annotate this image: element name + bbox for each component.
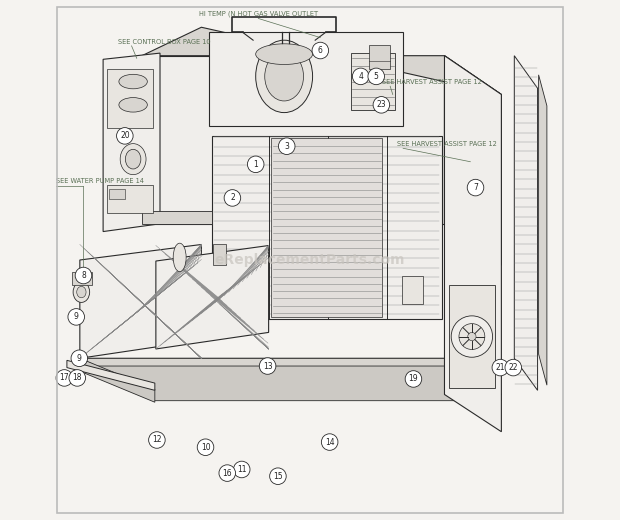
Polygon shape — [80, 244, 202, 358]
Circle shape — [234, 461, 250, 478]
Polygon shape — [142, 27, 502, 95]
Text: SEE HARVEST ASSIST PAGE 12: SEE HARVEST ASSIST PAGE 12 — [397, 141, 497, 147]
Text: SEE HARVEST ASSIST PAGE 12: SEE HARVEST ASSIST PAGE 12 — [383, 79, 482, 85]
Polygon shape — [445, 56, 502, 432]
Circle shape — [467, 179, 484, 196]
Text: 19: 19 — [409, 374, 419, 383]
Circle shape — [373, 97, 389, 113]
Text: 8: 8 — [81, 271, 86, 280]
Text: 15: 15 — [273, 472, 283, 480]
Text: 20: 20 — [120, 132, 130, 140]
Text: 13: 13 — [263, 361, 272, 371]
Circle shape — [224, 190, 241, 206]
Text: 12: 12 — [152, 435, 162, 445]
Ellipse shape — [125, 149, 141, 169]
Text: 3: 3 — [285, 142, 289, 151]
Text: 1: 1 — [254, 160, 258, 169]
Polygon shape — [103, 53, 160, 231]
Circle shape — [197, 439, 214, 456]
Text: HI TEMP (N HOT GAS VALVE OUTLET: HI TEMP (N HOT GAS VALVE OUTLET — [199, 11, 318, 17]
Text: 22: 22 — [508, 363, 518, 372]
Bar — [107, 69, 153, 128]
Circle shape — [368, 68, 384, 85]
Circle shape — [459, 323, 485, 349]
Circle shape — [278, 138, 295, 154]
Circle shape — [467, 332, 476, 341]
Circle shape — [312, 42, 329, 59]
Text: 23: 23 — [376, 100, 386, 109]
Text: 6: 6 — [318, 46, 323, 55]
Circle shape — [505, 359, 521, 376]
Text: 10: 10 — [201, 443, 210, 452]
Polygon shape — [271, 138, 383, 317]
Circle shape — [321, 434, 338, 450]
Text: 18: 18 — [73, 373, 82, 382]
Bar — [107, 185, 153, 213]
Text: eReplacementParts.com: eReplacementParts.com — [215, 253, 405, 267]
Ellipse shape — [255, 40, 312, 113]
Polygon shape — [80, 366, 502, 401]
Ellipse shape — [77, 287, 86, 298]
Polygon shape — [209, 32, 403, 125]
Circle shape — [219, 465, 236, 482]
Polygon shape — [80, 358, 502, 395]
Ellipse shape — [119, 98, 148, 112]
Polygon shape — [445, 56, 502, 265]
Circle shape — [68, 308, 84, 325]
Text: 2: 2 — [230, 193, 235, 202]
Ellipse shape — [265, 52, 304, 101]
Polygon shape — [142, 211, 211, 224]
Ellipse shape — [73, 282, 90, 303]
Circle shape — [259, 358, 276, 374]
Bar — [109, 189, 125, 199]
Text: 11: 11 — [237, 465, 247, 474]
Polygon shape — [67, 360, 155, 391]
Text: 21: 21 — [495, 363, 505, 372]
Text: 9: 9 — [77, 354, 82, 363]
Circle shape — [71, 350, 87, 367]
Polygon shape — [515, 56, 538, 391]
Circle shape — [117, 127, 133, 144]
Circle shape — [405, 371, 422, 387]
Text: 4: 4 — [358, 72, 363, 81]
Ellipse shape — [255, 44, 312, 64]
Circle shape — [149, 432, 165, 448]
Bar — [72, 272, 92, 285]
Circle shape — [56, 370, 73, 386]
Bar — [402, 276, 423, 304]
Text: SEE WATER PUMP PAGE 14: SEE WATER PUMP PAGE 14 — [56, 178, 143, 185]
Circle shape — [451, 316, 492, 357]
Circle shape — [352, 68, 369, 85]
Ellipse shape — [120, 144, 146, 175]
Bar — [449, 285, 495, 388]
Circle shape — [75, 267, 92, 284]
Text: 16: 16 — [223, 469, 232, 477]
Polygon shape — [80, 358, 155, 402]
Ellipse shape — [173, 243, 186, 271]
Text: 17: 17 — [60, 373, 69, 382]
Polygon shape — [539, 75, 547, 385]
Text: 5: 5 — [374, 72, 379, 81]
Bar — [213, 244, 226, 265]
Polygon shape — [211, 136, 442, 319]
Text: 7: 7 — [473, 183, 478, 192]
Text: 14: 14 — [325, 437, 334, 447]
Polygon shape — [156, 245, 268, 349]
Bar — [370, 45, 390, 69]
Circle shape — [247, 156, 264, 173]
Polygon shape — [142, 56, 445, 224]
Text: 9: 9 — [74, 313, 79, 321]
Text: SEE CONTROL BOX PAGE 10: SEE CONTROL BOX PAGE 10 — [118, 39, 210, 45]
Ellipse shape — [119, 74, 148, 89]
Circle shape — [270, 468, 286, 485]
Circle shape — [492, 359, 508, 376]
Bar — [352, 53, 396, 110]
Circle shape — [69, 370, 86, 386]
